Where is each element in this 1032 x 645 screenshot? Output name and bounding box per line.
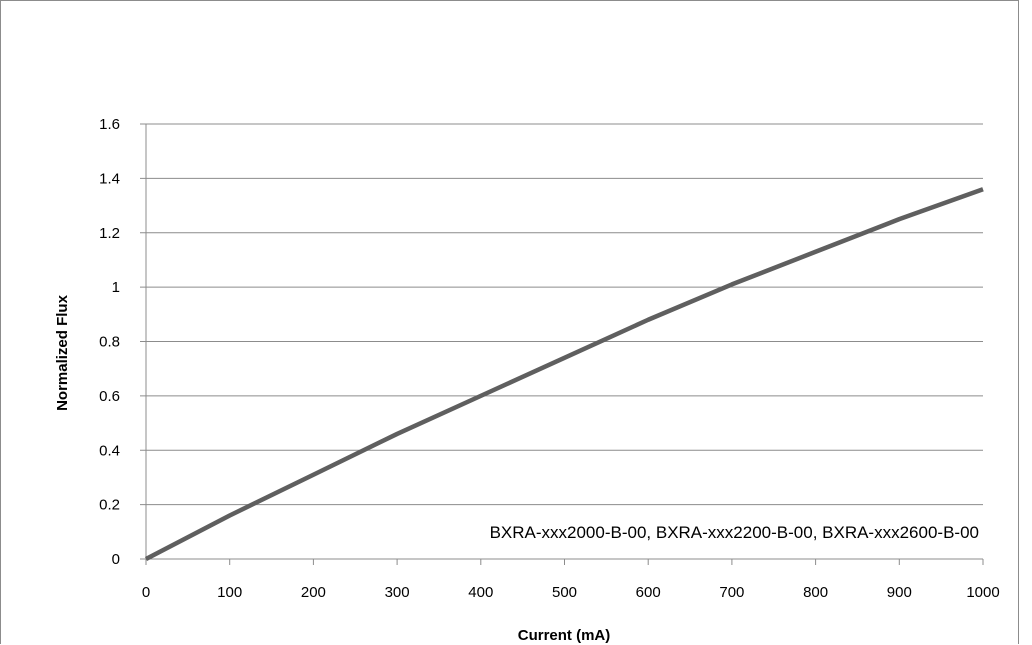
y-tick-label: 0.6 xyxy=(99,388,120,405)
x-tick-label: 500 xyxy=(552,584,577,601)
x-tick-label: 200 xyxy=(301,584,326,601)
x-tick-label: 900 xyxy=(887,584,912,601)
x-axis-title: Current (mA) xyxy=(518,627,611,644)
series-group xyxy=(144,187,984,561)
y-tick-label: 0.2 xyxy=(99,497,120,514)
y-tick-labels: 0 0.2 0.4 0.6 0.8 1 1.2 1.4 1.6 xyxy=(99,116,120,568)
y-tick-label: 1.4 xyxy=(99,170,120,187)
x-tick-label: 1000 xyxy=(966,584,999,601)
y-tick-label: 1.6 xyxy=(99,116,120,133)
series-line xyxy=(144,187,984,561)
x-tick-label: 0 xyxy=(142,584,150,601)
y-tick-label: 0 xyxy=(112,551,120,568)
series-annotation: BXRA-xxx2000-B-00, BXRA-xxx2200-B-00, BX… xyxy=(490,523,979,542)
x-tick-label: 100 xyxy=(217,584,242,601)
gridlines xyxy=(146,123,983,506)
x-tick-label: 600 xyxy=(636,584,661,601)
x-tick-labels: 0 100 200 300 400 500 600 700 800 900 1000 xyxy=(142,584,1000,601)
y-tick-label: 1 xyxy=(112,279,120,296)
x-tick-label: 800 xyxy=(803,584,828,601)
y-tick-label: 0.8 xyxy=(99,334,120,351)
x-tick-label: 300 xyxy=(385,584,410,601)
axes xyxy=(140,123,984,565)
y-tick-label: 0.4 xyxy=(99,442,120,459)
x-tick-label: 400 xyxy=(468,584,493,601)
x-tick-label: 700 xyxy=(719,584,744,601)
y-axis-title: Normalized Flux xyxy=(54,294,71,411)
y-tick-label: 1.2 xyxy=(99,225,120,242)
